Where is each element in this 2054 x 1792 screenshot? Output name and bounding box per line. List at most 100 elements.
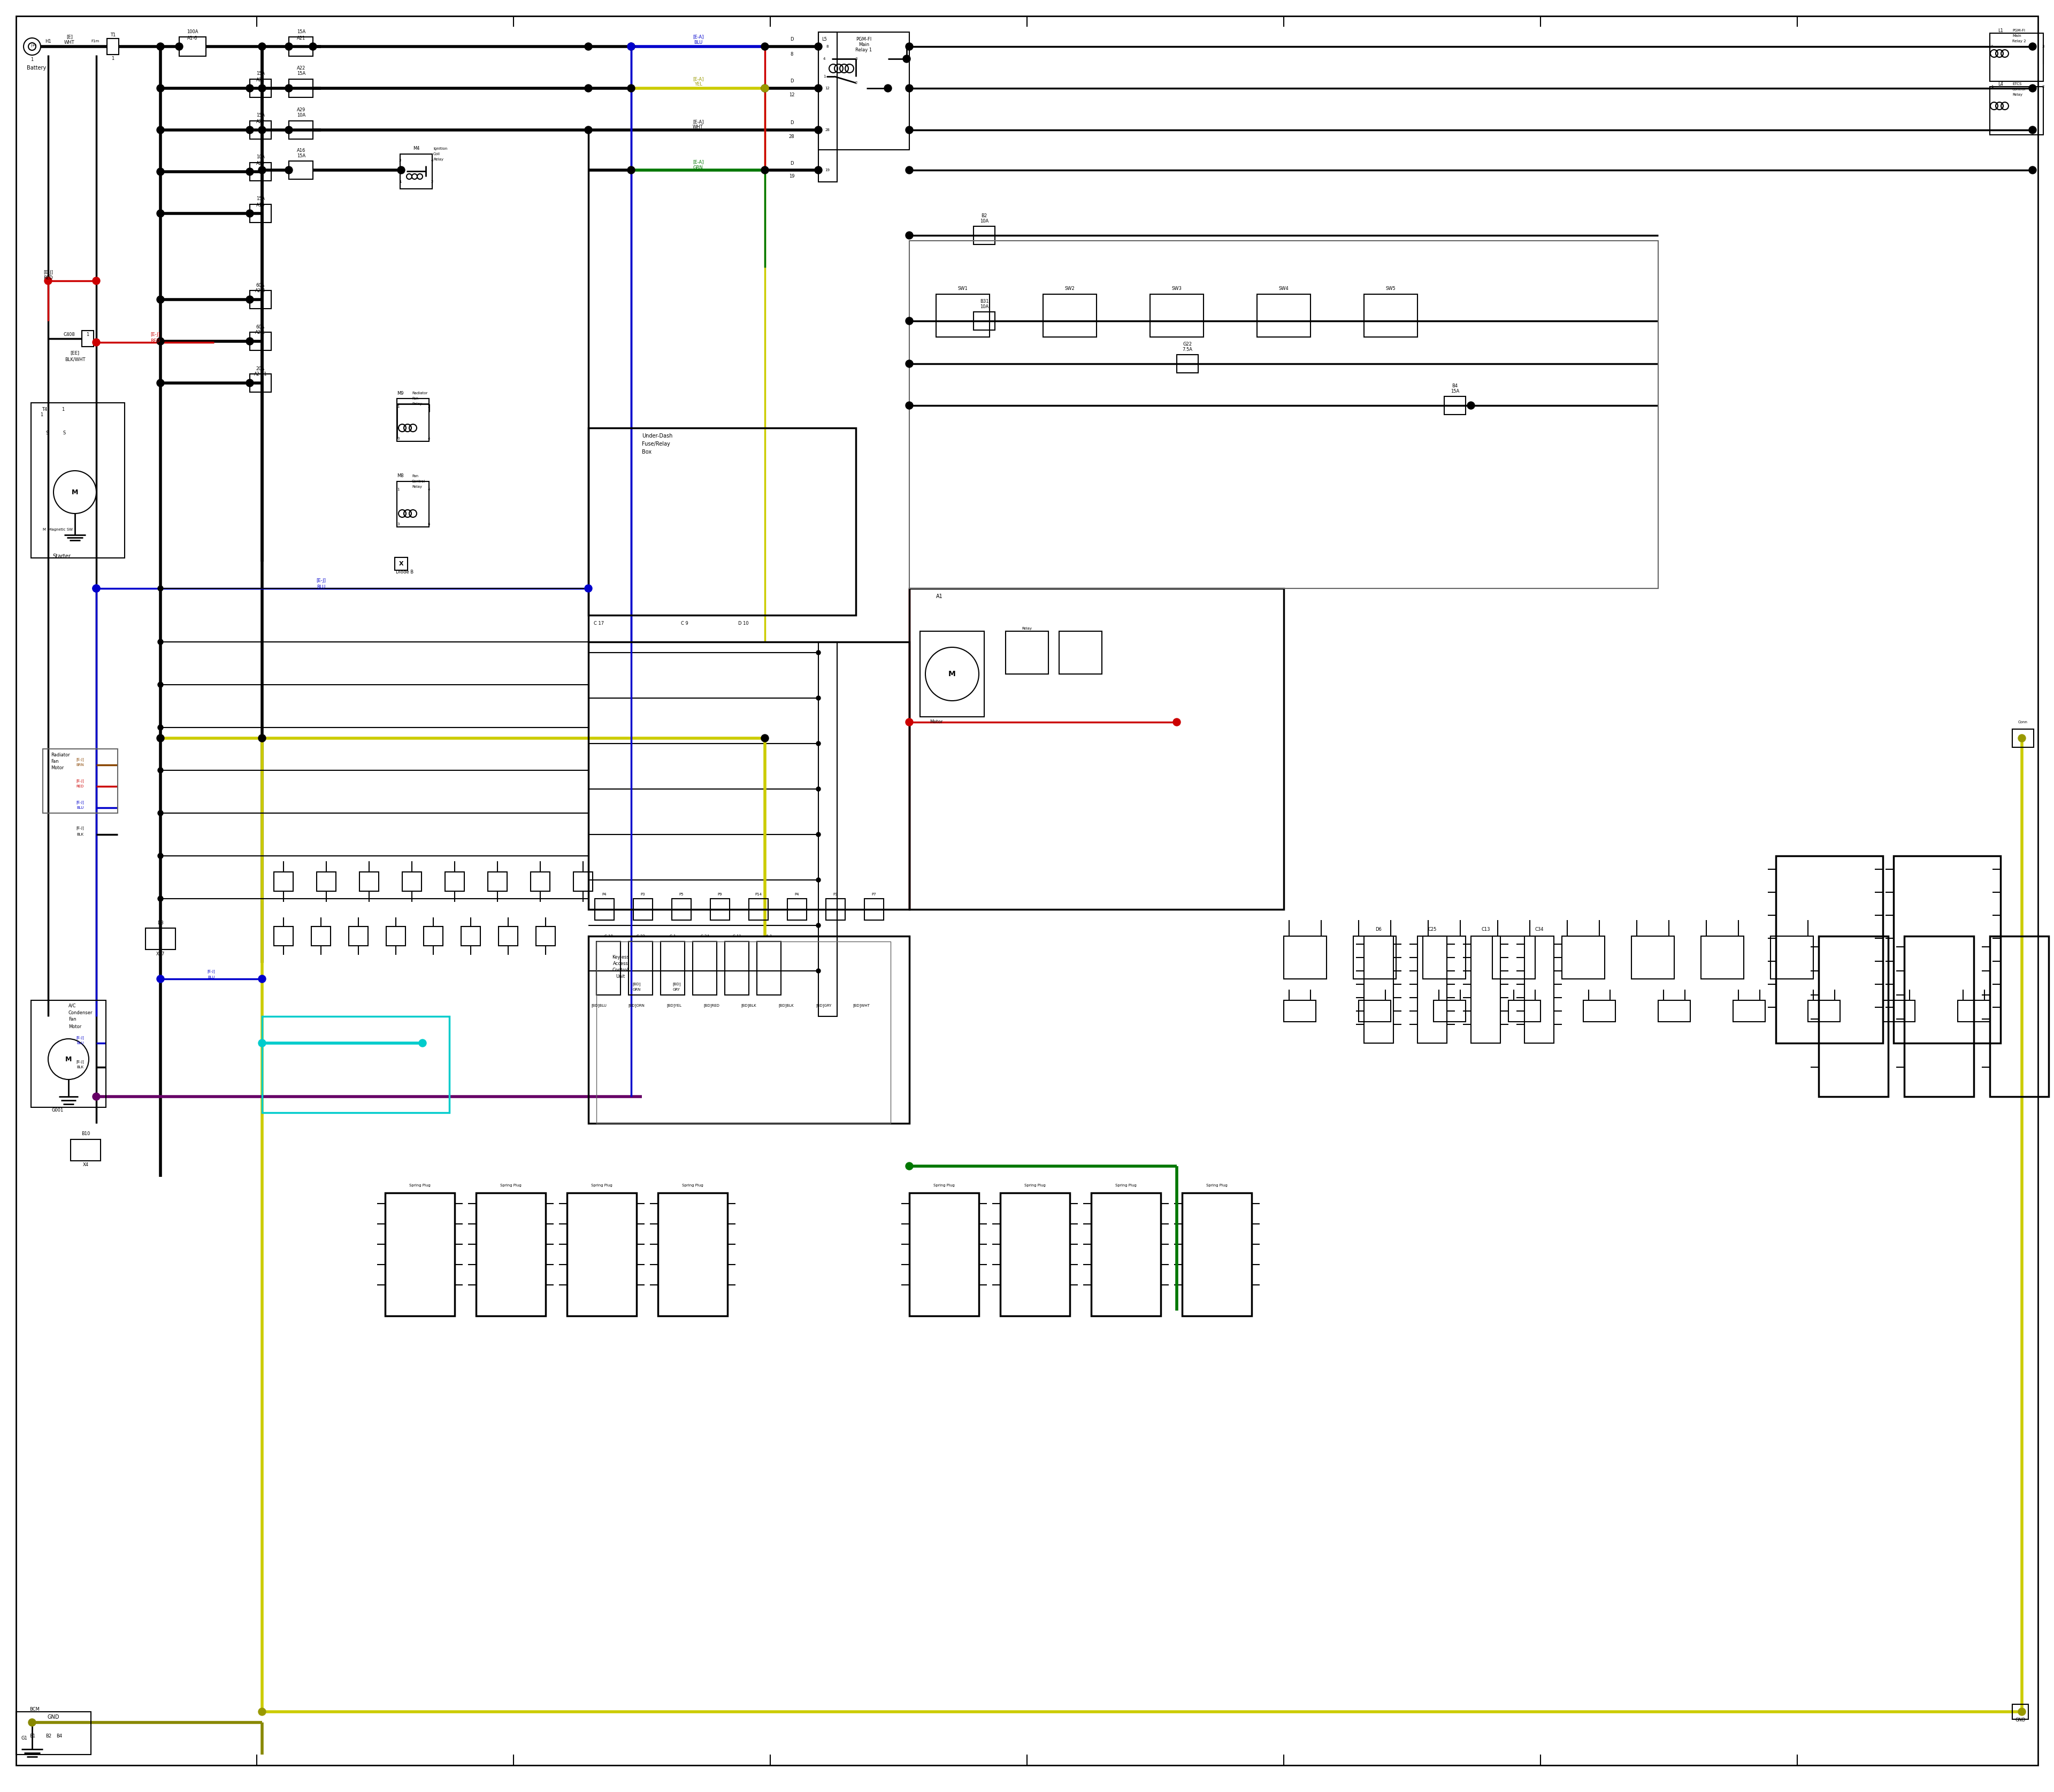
Text: Relay: Relay bbox=[2013, 93, 2023, 97]
Bar bbox=[1423, 935, 1467, 978]
Bar bbox=[587, 935, 910, 1124]
Text: B4: B4 bbox=[1452, 383, 1458, 389]
Circle shape bbox=[246, 168, 253, 176]
Circle shape bbox=[926, 647, 980, 701]
Circle shape bbox=[815, 969, 820, 973]
Text: RED: RED bbox=[76, 785, 84, 788]
Text: A22: A22 bbox=[257, 118, 265, 124]
Bar bbox=[725, 941, 750, 995]
Text: 4: 4 bbox=[427, 437, 429, 441]
Text: [BD]ORN: [BD]ORN bbox=[629, 1004, 645, 1007]
Text: [E-J]: [E-J] bbox=[76, 1061, 84, 1064]
Text: Relay 1: Relay 1 bbox=[857, 47, 873, 52]
Text: (+): (+) bbox=[31, 43, 37, 47]
Text: Spring Plug: Spring Plug bbox=[1206, 1185, 1228, 1186]
Circle shape bbox=[158, 853, 162, 858]
Text: [BD]GRY: [BD]GRY bbox=[815, 1004, 832, 1007]
Text: Under-Dash: Under-Dash bbox=[641, 434, 672, 439]
Bar bbox=[1771, 935, 1814, 978]
Circle shape bbox=[259, 84, 265, 91]
Circle shape bbox=[246, 380, 253, 387]
Bar bbox=[396, 398, 429, 441]
Text: B10: B10 bbox=[82, 1131, 90, 1136]
Text: Keyless: Keyless bbox=[612, 955, 629, 961]
Text: 1: 1 bbox=[396, 405, 398, 409]
Bar bbox=[2013, 1704, 2027, 1719]
Text: [BD]YEL: [BD]YEL bbox=[665, 1004, 682, 1007]
Text: PGM-FI: PGM-FI bbox=[857, 36, 871, 41]
Text: 15A: 15A bbox=[296, 72, 306, 77]
Text: [E]: [E] bbox=[66, 34, 72, 39]
Text: Motor: Motor bbox=[51, 765, 64, 771]
Bar bbox=[394, 557, 407, 570]
Bar bbox=[1444, 396, 1467, 414]
Text: SW2: SW2 bbox=[1064, 287, 1074, 292]
Text: F1m: F1m bbox=[90, 39, 99, 43]
Text: C 9: C 9 bbox=[682, 620, 688, 625]
Text: 1: 1 bbox=[31, 57, 33, 63]
Text: PGM-FI: PGM-FI bbox=[2013, 29, 2025, 32]
Circle shape bbox=[92, 584, 101, 591]
Circle shape bbox=[156, 337, 164, 346]
Bar bbox=[1493, 935, 1534, 978]
Text: Main: Main bbox=[2013, 34, 2021, 38]
Text: L1: L1 bbox=[1999, 29, 2003, 32]
Text: [E-A]: [E-A] bbox=[692, 120, 705, 124]
Circle shape bbox=[286, 125, 292, 134]
Circle shape bbox=[29, 1719, 35, 1726]
Text: Starter: Starter bbox=[53, 554, 70, 559]
Bar bbox=[629, 941, 653, 995]
Bar bbox=[587, 642, 910, 909]
Circle shape bbox=[259, 125, 265, 134]
Text: C408: C408 bbox=[64, 332, 74, 337]
Text: 6: 6 bbox=[427, 523, 429, 525]
Bar bbox=[273, 926, 294, 946]
Bar bbox=[633, 898, 653, 919]
Bar bbox=[910, 240, 1658, 588]
Text: BCM: BCM bbox=[29, 1706, 39, 1711]
Circle shape bbox=[762, 735, 768, 742]
Circle shape bbox=[158, 586, 162, 591]
Bar bbox=[1734, 1000, 1764, 1021]
Text: 15A: 15A bbox=[1450, 389, 1458, 394]
Text: M: M bbox=[72, 489, 78, 496]
Text: C 22: C 22 bbox=[637, 934, 645, 937]
Bar bbox=[1471, 935, 1499, 1043]
Circle shape bbox=[815, 84, 822, 91]
Text: Condenser: Condenser bbox=[68, 1011, 92, 1014]
Text: WHT: WHT bbox=[64, 39, 74, 45]
Circle shape bbox=[156, 125, 164, 134]
Text: 1: 1 bbox=[824, 75, 826, 79]
Text: D: D bbox=[791, 36, 793, 41]
Circle shape bbox=[906, 401, 914, 409]
Text: ETCS: ETCS bbox=[2013, 82, 2021, 86]
Text: A2-3: A2-3 bbox=[255, 289, 265, 294]
Text: Relay: Relay bbox=[413, 486, 421, 489]
Text: Motor: Motor bbox=[930, 720, 943, 724]
Text: 8: 8 bbox=[826, 45, 828, 48]
Text: C34: C34 bbox=[1534, 926, 1543, 932]
Text: A16: A16 bbox=[257, 202, 265, 208]
Text: B31: B31 bbox=[980, 299, 988, 303]
Text: 2: 2 bbox=[854, 81, 857, 84]
Text: P7: P7 bbox=[871, 892, 877, 896]
Text: P14: P14 bbox=[756, 892, 762, 896]
Bar bbox=[477, 1193, 546, 1315]
Text: GRN: GRN bbox=[633, 987, 641, 991]
Text: SW5: SW5 bbox=[1386, 287, 1397, 292]
Text: [BD]: [BD] bbox=[672, 982, 680, 986]
Bar bbox=[1631, 935, 1674, 978]
Circle shape bbox=[2029, 167, 2036, 174]
Bar bbox=[1584, 1000, 1614, 1021]
Text: X4: X4 bbox=[82, 1163, 88, 1167]
Bar bbox=[750, 898, 768, 919]
Text: C25: C25 bbox=[1428, 926, 1436, 932]
Text: GRY: GRY bbox=[674, 987, 680, 991]
Text: D: D bbox=[791, 161, 793, 165]
Bar bbox=[489, 873, 507, 891]
Circle shape bbox=[158, 767, 162, 772]
Bar bbox=[251, 332, 271, 351]
Text: Relay: Relay bbox=[1023, 627, 1031, 631]
Bar bbox=[1990, 86, 2044, 134]
Bar bbox=[107, 38, 119, 54]
